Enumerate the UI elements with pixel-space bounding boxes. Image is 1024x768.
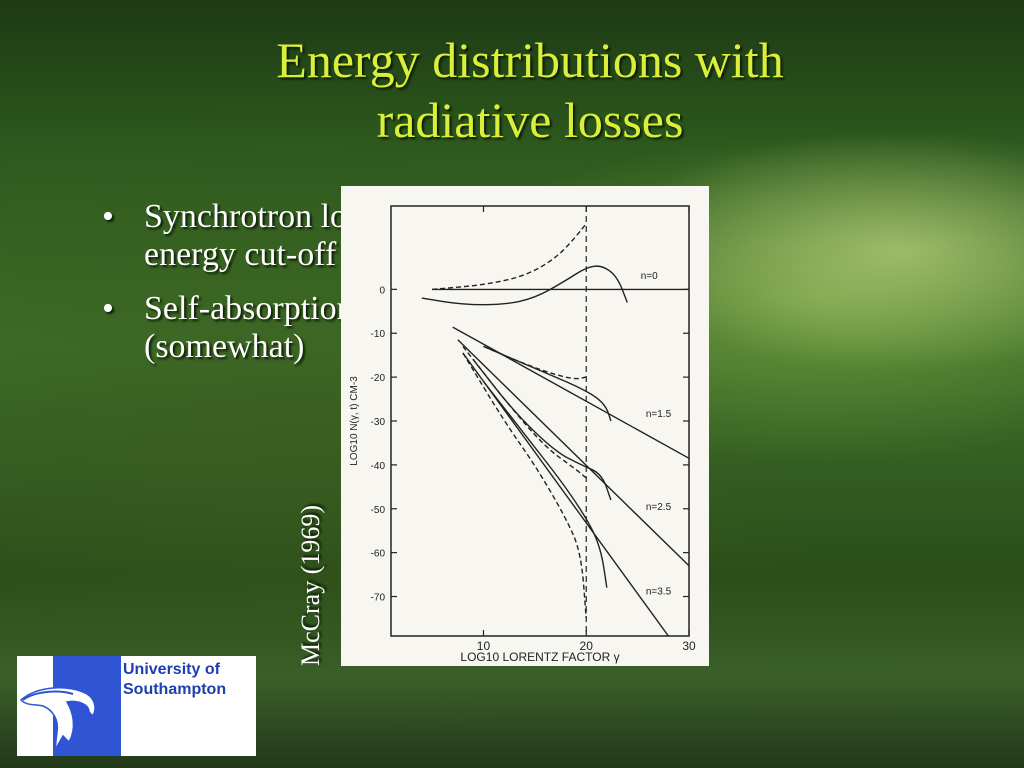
bullet-dot: • — [102, 198, 114, 235]
y-tick-label: -40 — [371, 461, 386, 472]
x-axis-label: LOG10 LORENTZ FACTOR γ — [460, 650, 619, 664]
series-power-law-line — [452, 326, 690, 459]
y-tick-label: -70 — [371, 593, 386, 604]
y-tick-label: -60 — [371, 549, 386, 560]
figure-image: 10 20 30 0 -10 -20 -30 -40 -50 -60 -70 n=0 n=1.5 n=2… — [341, 186, 709, 666]
series-label: n=3.5 — [646, 586, 672, 597]
series-power-law-line — [462, 352, 669, 637]
series-solid-curve — [472, 359, 612, 501]
y-tick-label: -10 — [371, 329, 386, 340]
figure-credit: McCray (1969) — [296, 504, 325, 666]
series-label: n=2.5 — [646, 502, 672, 513]
bullet-text-line: energy cut-off — [144, 236, 337, 273]
series-power-law-line — [457, 339, 690, 567]
series-solid-curve — [421, 265, 628, 306]
dolphin-icon — [17, 656, 121, 756]
series-label: n=0 — [641, 271, 658, 282]
series-dashed-curve — [462, 352, 587, 619]
title-line-2: radiative losses — [376, 92, 684, 148]
series-solid-curve — [482, 381, 608, 588]
series-label: n=1.5 — [646, 409, 672, 420]
x-tick-label: 10 — [477, 639, 491, 653]
series-dashed-curve — [483, 345, 587, 380]
logo-line-2: Southampton — [123, 681, 227, 698]
y-tick-label: 0 — [379, 285, 385, 296]
slide-title: Energy distributions with radiative loss… — [140, 30, 920, 150]
y-tick-label: -50 — [371, 505, 386, 516]
energy-distribution-chart: 10 20 30 0 -10 -20 -30 -40 -50 -60 -70 n=0 n=1.5 n=2… — [349, 205, 696, 664]
series-solid-curve — [483, 345, 612, 422]
logo-line-1: University of — [123, 661, 220, 678]
bullet-text-line: (somewhat) — [144, 328, 305, 365]
bullet-dot: • — [102, 290, 114, 327]
university-logo: University of Southampton — [17, 656, 256, 756]
y-tick-label: -30 — [371, 417, 386, 428]
x-tick-label: 30 — [682, 639, 696, 653]
logo-text: University of Southampton — [123, 660, 255, 700]
y-tick-label: -20 — [371, 373, 386, 384]
title-line-1: Energy distributions with — [276, 32, 784, 88]
series-dashed-curve — [432, 223, 587, 291]
y-axis-label: LOG10 N(γ, t) CM-3 — [349, 376, 360, 466]
x-tick-label: 20 — [580, 639, 594, 653]
